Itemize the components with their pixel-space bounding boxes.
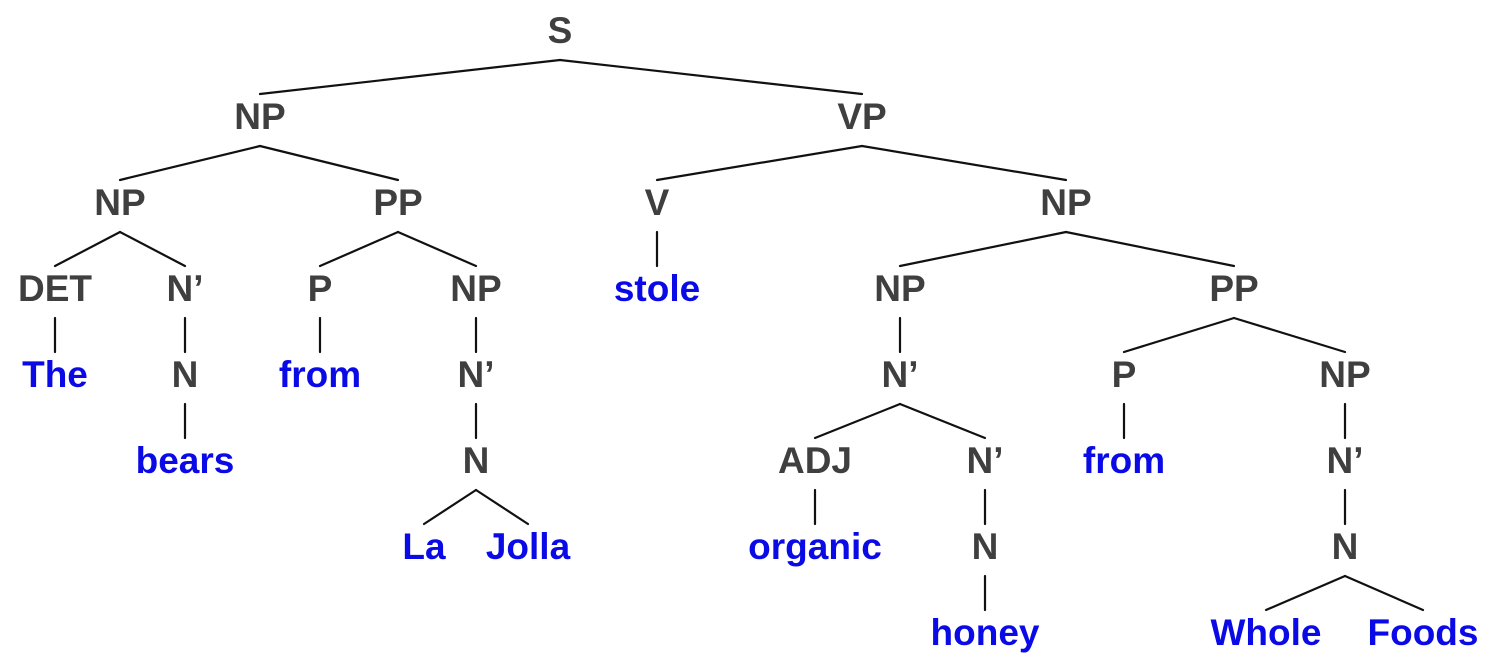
- edge-n2-w_la: [422, 488, 478, 526]
- node-np: NP: [874, 268, 926, 309]
- edge-s-np1: [258, 58, 562, 96]
- edge-np1-np2: [118, 144, 262, 182]
- edge-n2-w_jolla: [474, 488, 530, 526]
- node-n-bar: N’: [166, 268, 204, 309]
- edge-nbar3-nbar4: [898, 402, 987, 440]
- node-n: N: [1331, 526, 1359, 567]
- node-np: NP: [1319, 354, 1371, 395]
- node-n-bar: N’: [881, 354, 919, 395]
- word-organic: organic: [748, 526, 882, 567]
- edge-np2-nbar1: [118, 230, 187, 268]
- word-from: from: [278, 354, 362, 395]
- node-np: NP: [1040, 182, 1092, 223]
- node-np: NP: [94, 182, 146, 223]
- edge-pp2-np6: [1232, 316, 1347, 354]
- node-s: S: [547, 10, 573, 51]
- edge-vp-v: [655, 144, 864, 182]
- edge-nbar3-adj: [813, 402, 902, 440]
- edge-pp1-np3: [396, 230, 478, 268]
- word-from: from: [1082, 440, 1166, 481]
- node-det: DET: [18, 268, 92, 309]
- node-n-bar: N’: [966, 440, 1004, 481]
- edge-n4-w_whole: [1264, 574, 1347, 612]
- node-p: P: [307, 268, 333, 309]
- node-v: V: [644, 182, 670, 223]
- edge-s-vp: [558, 58, 864, 96]
- node-adj: ADJ: [777, 440, 853, 481]
- node-n: N: [171, 354, 199, 395]
- node-vp: VP: [837, 96, 887, 137]
- word-jolla: Jolla: [485, 526, 571, 567]
- edge-pp1-p1: [318, 230, 400, 268]
- edge-vp-np4: [860, 144, 1068, 182]
- node-n: N: [971, 526, 999, 567]
- word-honey: honey: [930, 612, 1040, 653]
- node-p: P: [1111, 354, 1137, 395]
- edge-np2-det: [53, 230, 122, 268]
- edge-pp2-p2: [1122, 316, 1236, 354]
- node-n-bar: N’: [1326, 440, 1364, 481]
- word-stole: stole: [613, 268, 701, 309]
- word-whole: Whole: [1210, 612, 1322, 653]
- word-the: The: [22, 354, 88, 395]
- edge-np4-pp2: [1064, 230, 1236, 268]
- word-foods: Foods: [1367, 612, 1479, 653]
- word-la: La: [402, 526, 446, 567]
- node-pp: PP: [1209, 268, 1259, 309]
- node-n: N: [462, 440, 490, 481]
- node-np: NP: [450, 268, 502, 309]
- edge-np4-np5: [898, 230, 1068, 268]
- edge-n4-w_foods: [1343, 574, 1425, 612]
- node-np: NP: [234, 96, 286, 137]
- word-bears: bears: [135, 440, 235, 481]
- node-pp: PP: [373, 182, 423, 223]
- node-n-bar: N’: [457, 354, 495, 395]
- edge-np1-pp1: [258, 144, 400, 182]
